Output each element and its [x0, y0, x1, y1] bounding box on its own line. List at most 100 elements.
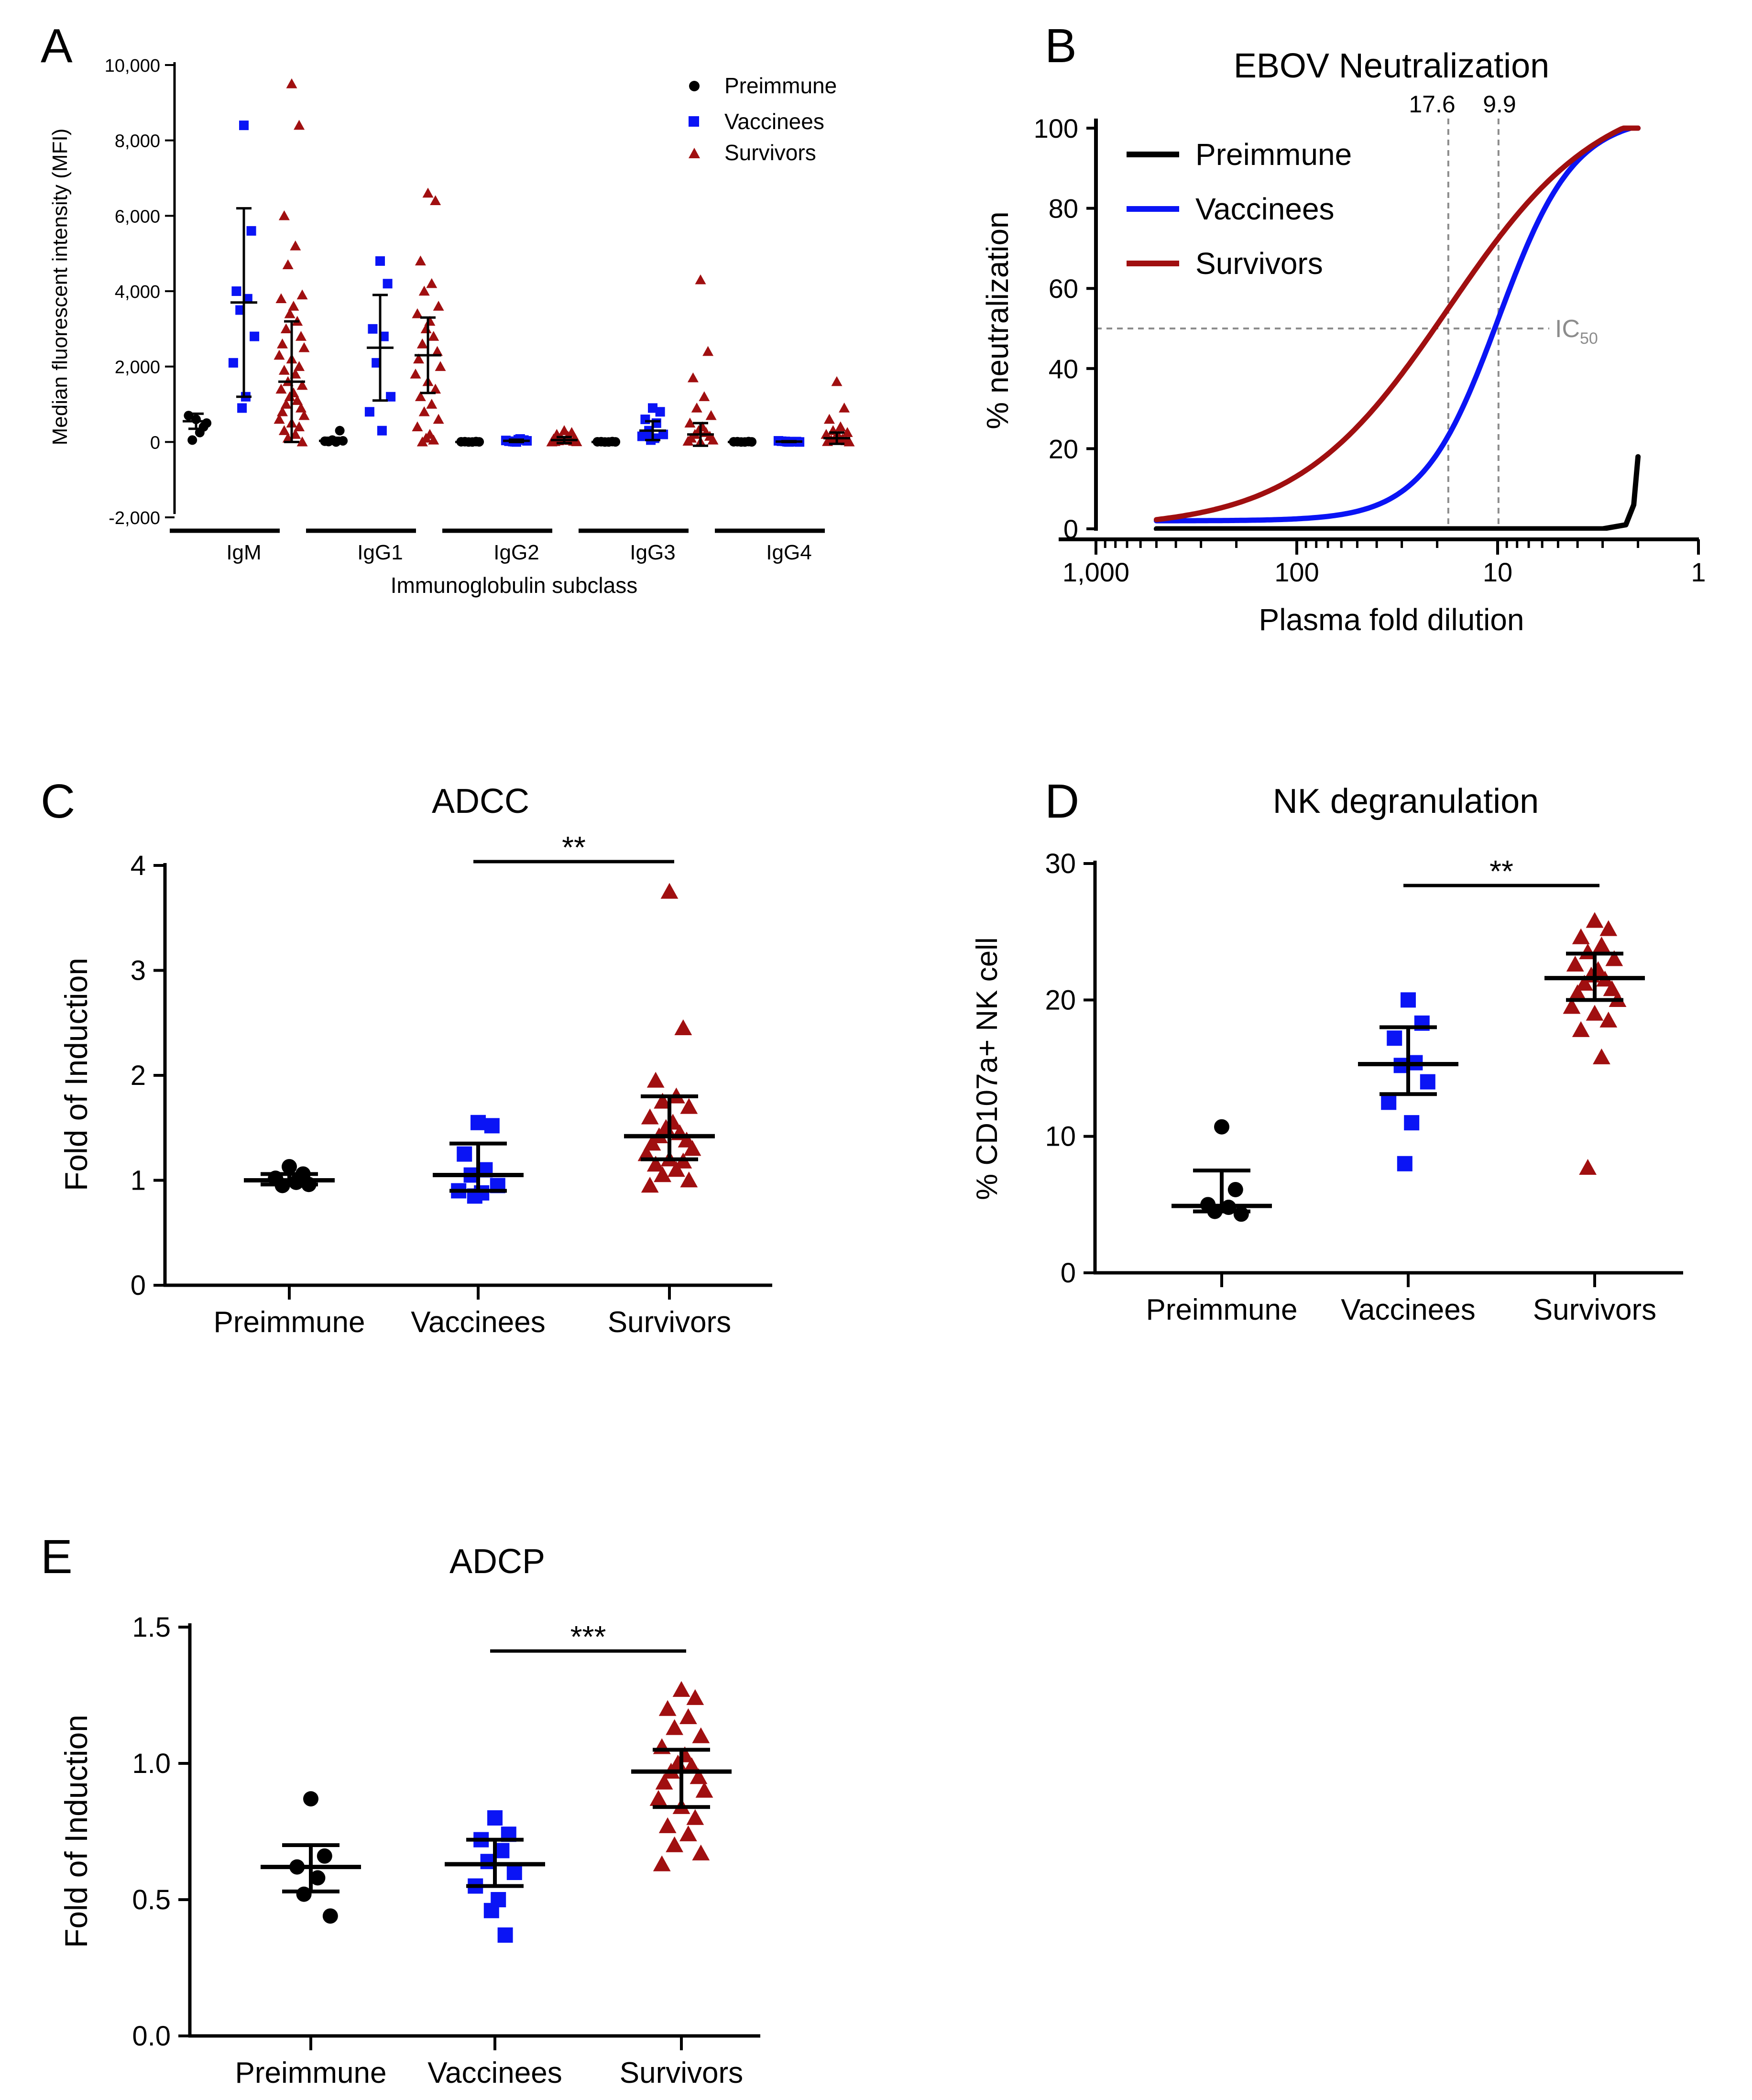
panel-a-point-survivors: [415, 255, 426, 266]
panel-e-point-survivors: [692, 1727, 710, 1743]
panel-a-point-vaccinees: [386, 392, 396, 402]
panel-e-y-tick-label: 0.5: [132, 1884, 171, 1915]
panel-b-x-tick-label: 1,000: [1062, 557, 1129, 587]
panel-a-point-survivors: [294, 120, 305, 130]
panel-a-point-survivors: [296, 331, 307, 341]
panel-a-point-preimmune: [184, 411, 194, 421]
panel-c-chart: ADCC 0 1 2 3 4 Preimmune Vaccinees Survivors *…: [58, 782, 772, 1339]
panel-a-point-survivors: [418, 285, 430, 296]
panel-a-point-survivors: [296, 436, 308, 447]
panel-c-point-survivors: [654, 1166, 671, 1182]
panel-a-point-survivors: [707, 434, 719, 445]
panel-e-y-tick-label: 0.0: [132, 2021, 171, 2052]
panel-e-point-preimmune: [310, 1870, 326, 1886]
panel-c-point-survivors: [641, 1108, 659, 1125]
panel-e-point-survivors: [695, 1782, 713, 1798]
panel-c-point-survivors: [654, 1093, 671, 1109]
panel-a-x-tick-label-igg4: IgG4: [766, 541, 811, 564]
panel-a-point-survivors: [274, 350, 285, 360]
panel-a-point-vaccinees: [237, 403, 247, 413]
panel-a-point-survivors: [413, 353, 424, 364]
panel-e-point-survivors: [672, 1681, 690, 1697]
panel-e-point-vaccinees: [487, 1810, 503, 1826]
panel-e-point-survivors: [666, 1719, 683, 1735]
panel-e-point-survivors: [690, 1768, 708, 1784]
panel-a-point-preimmune: [335, 426, 345, 436]
panel-a-point-survivors: [823, 414, 835, 424]
panel-d-point-survivors: [1568, 984, 1587, 1000]
panel-a-point-vaccinees: [648, 403, 657, 413]
panel-d-point-survivors: [1593, 1048, 1610, 1064]
panel-a-point-vaccinees: [375, 256, 385, 266]
panel-e-point-survivors: [653, 1738, 671, 1754]
panel-a-point-vaccinees: [242, 294, 252, 304]
panel-a-point-preimmune: [202, 418, 212, 428]
panel-a-point-survivors: [278, 365, 290, 375]
panel-e-point-vaccinees: [506, 1865, 522, 1880]
panel-d-point-survivors: [1576, 974, 1593, 991]
panel-a-point-vaccinees: [372, 358, 382, 368]
panel-a-point-survivors: [298, 342, 310, 352]
panel-a-point-survivors: [835, 421, 846, 431]
panel-c-point-survivors: [680, 1098, 698, 1114]
panel-label-a: A: [41, 19, 73, 73]
panel-a-point-survivors: [294, 421, 305, 431]
panel-d-point-vaccinees: [1387, 1030, 1402, 1046]
panel-d-point-survivors: [1572, 928, 1590, 944]
panel-a-y-tick-label: 2,000: [115, 358, 160, 378]
panel-a-point-survivors: [416, 338, 428, 349]
panel-c-point-survivors: [683, 1140, 701, 1156]
panel-a-point-survivors: [280, 399, 292, 409]
panel-a-point-survivors: [695, 274, 706, 284]
ic50-label-subscript: 50: [1580, 329, 1598, 348]
panel-d-y-tick-label: 30: [1045, 848, 1076, 879]
panel-a-point-survivors: [687, 372, 699, 383]
panel-a-point-vaccinees: [239, 120, 249, 131]
panel-a-chart: -2,000 0 2,000 4,000 6,000 8,000 10,000 IgM IgG…: [48, 56, 855, 598]
panel-a-point-survivors: [428, 434, 439, 445]
panel-b-y-tick-label: 40: [1049, 354, 1078, 384]
legend-label-preimmune: Preimmune: [1195, 137, 1352, 172]
panel-b-legend: Preimmune Vaccinees Survivors: [1127, 137, 1352, 281]
panel-e-point-survivors: [686, 1809, 704, 1825]
legend-label-survivors: Survivors: [724, 140, 816, 165]
panel-c-point-survivors: [674, 1019, 692, 1035]
curve-vaccinees: [1153, 125, 1641, 524]
panel-a-point-survivors: [277, 406, 288, 416]
panel-a-point-survivors: [298, 410, 310, 420]
panel-a-point-survivors: [435, 361, 446, 371]
panel-a-x-tick-label-igg1: IgG1: [357, 541, 403, 564]
panel-a-point-survivors: [274, 414, 285, 424]
panel-a-point-survivors: [292, 395, 303, 405]
panel-c-x-tick-label-vaccinees: Vaccinees: [411, 1306, 545, 1339]
panel-d-point-survivors: [1566, 955, 1584, 972]
panel-a-x-tick-label-igg2: IgG2: [493, 541, 539, 564]
panel-a-point-survivors: [412, 421, 423, 431]
panel-e-point-survivors: [658, 1700, 677, 1716]
panel-a-point-survivors: [290, 240, 301, 251]
curve-preimmune: [1153, 454, 1641, 531]
panel-c-point-survivors: [668, 1161, 685, 1177]
legend-label-preimmune: Preimmune: [724, 73, 837, 98]
panel-d-point-survivors: [1586, 1005, 1604, 1021]
panel-e-point-survivors: [655, 1773, 673, 1790]
panel-c-y-tick-label: 3: [131, 955, 146, 986]
panel-a-point-survivors: [432, 346, 443, 356]
panel-a-point-survivors: [430, 195, 441, 205]
panel-a-point-vaccinees: [383, 279, 393, 289]
panel-b-x-tick-label: 100: [1274, 557, 1319, 587]
panel-a-point-survivors: [422, 187, 434, 198]
panel-d-point-survivors: [1572, 1021, 1590, 1037]
panel-a-y-axis-label: Median fluorescent intensity (MFI): [48, 129, 72, 446]
panel-c-y-axis-label: Fold of Induction: [58, 958, 94, 1191]
panel-a-point-vaccinees: [235, 305, 245, 315]
legend-label-vaccinees: Vaccinees: [724, 109, 824, 134]
panel-c-point-survivors: [660, 883, 679, 899]
panel-d-x-tick-label-vaccinees: Vaccinees: [1341, 1293, 1475, 1326]
panel-a-point-survivors: [821, 429, 832, 439]
panel-e-point-survivors: [692, 1844, 710, 1860]
panel-label-e: E: [41, 1530, 73, 1584]
panel-a-point-survivors: [426, 399, 438, 409]
panel-a-point-survivors: [286, 78, 297, 88]
panel-a-point-survivors: [705, 410, 717, 420]
